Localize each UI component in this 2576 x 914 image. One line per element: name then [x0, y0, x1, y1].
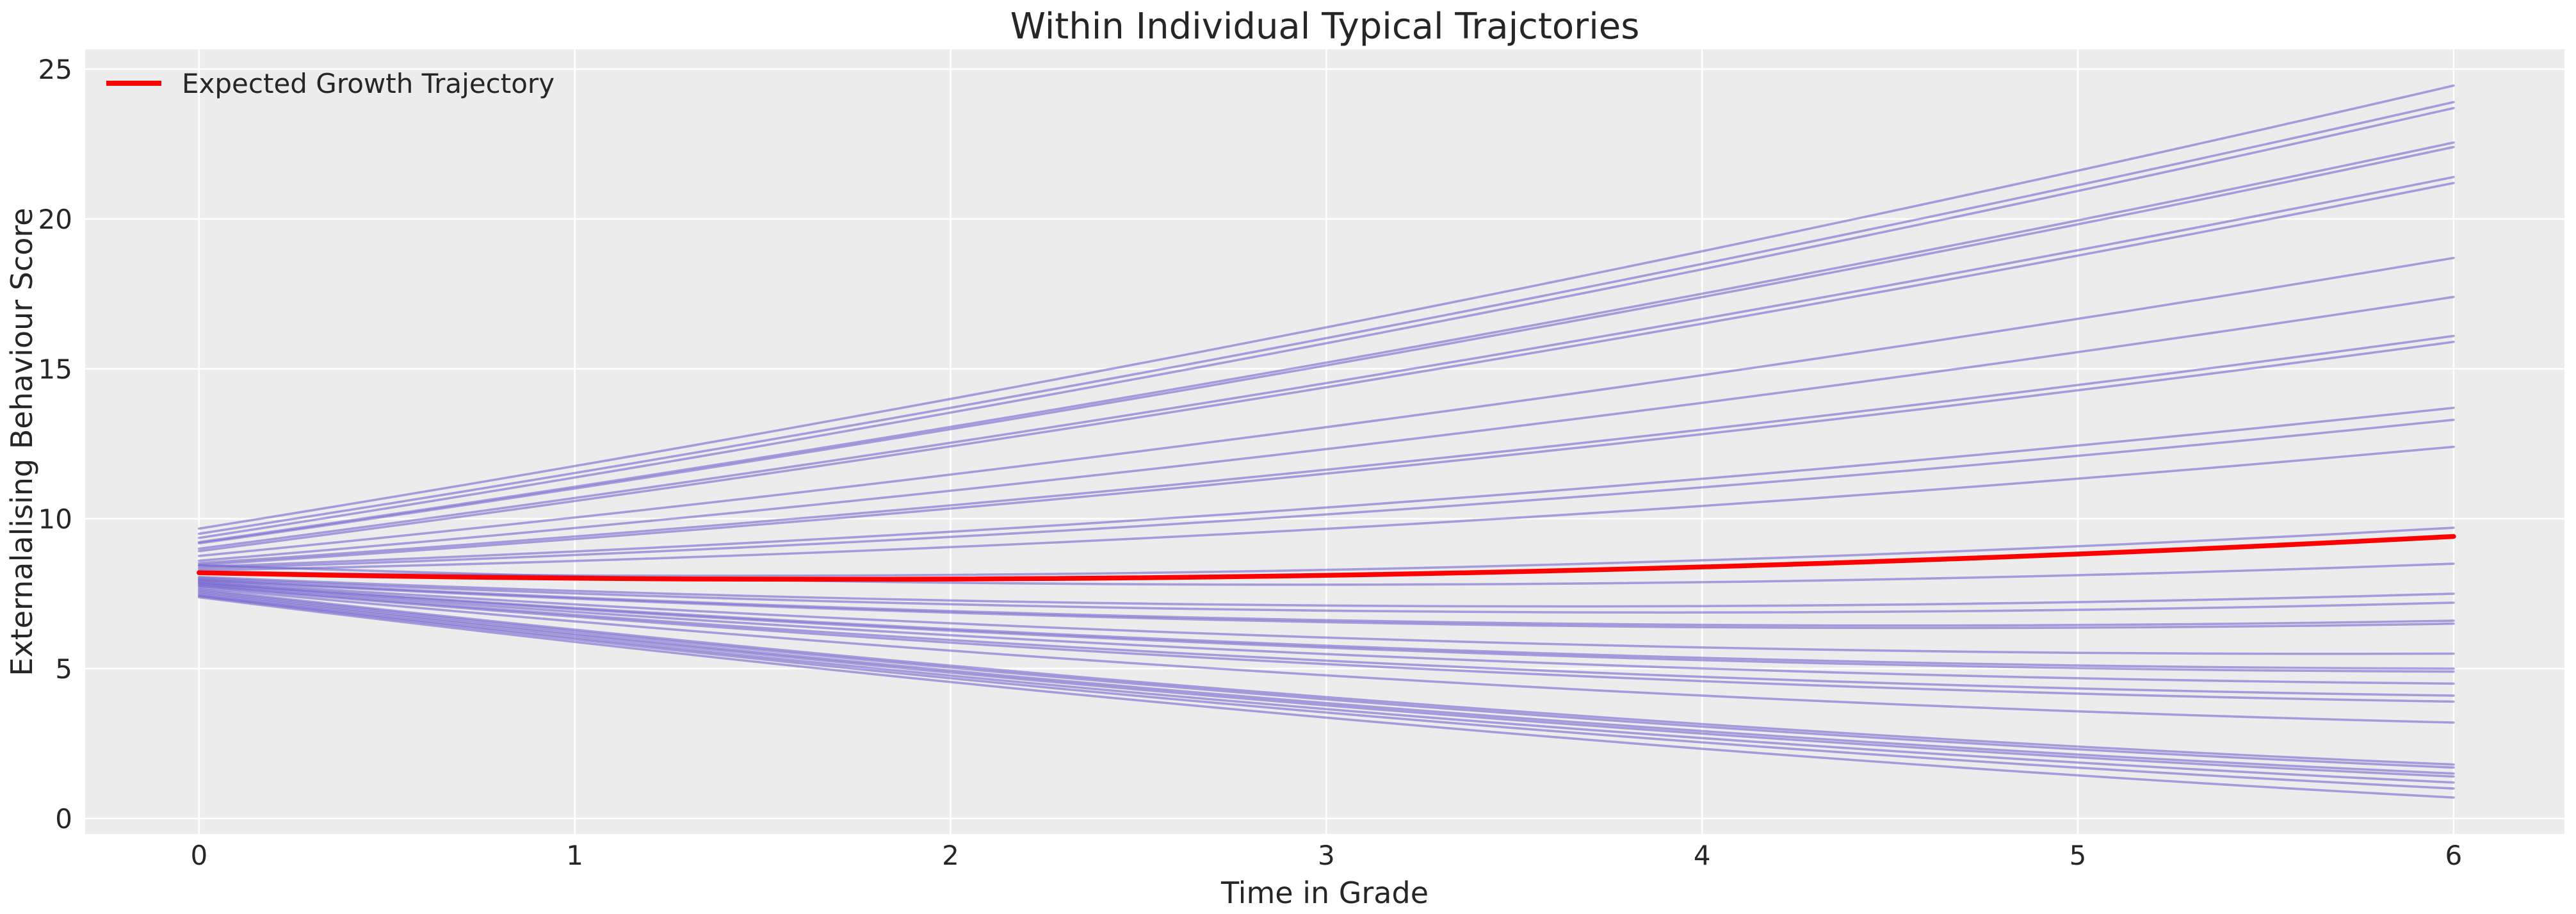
x-tick-label: 6 — [2445, 840, 2463, 871]
individual-trajectory-line — [198, 594, 2455, 784]
x-tick-label: 1 — [566, 840, 583, 871]
individual-trajectory-line — [198, 84, 2455, 530]
expected-trajectory-layer — [197, 534, 2456, 582]
individual-trajectory-line — [198, 406, 2455, 568]
individual-trajectory-line — [198, 588, 2455, 766]
individual-trajectory-line — [198, 106, 2455, 539]
individual-trajectory-line — [198, 418, 2455, 570]
individual-trajectory-line — [198, 101, 2455, 535]
individual-trajectory-line — [198, 181, 2455, 553]
y-tick-label: 25 — [38, 54, 72, 85]
individual-trajectory-line — [198, 592, 2455, 778]
individual-trajectory-line — [198, 583, 2455, 685]
x-tick-label: 2 — [942, 840, 959, 871]
legend-label: Expected Growth Trajectory — [182, 68, 555, 99]
individual-trajectory-line — [198, 340, 2455, 566]
individual-trajectory-line — [198, 575, 2455, 608]
individual-trajectory-line — [198, 334, 2455, 564]
individual-trajectory-line — [198, 586, 2455, 724]
individual-trajectory-line — [198, 583, 2455, 697]
x-tick-label: 4 — [1694, 840, 1711, 871]
individual-trajectories-layer — [198, 84, 2455, 799]
individual-trajectory-line — [198, 591, 2455, 775]
y-tick-label: 5 — [55, 653, 72, 685]
legend: Expected Growth Trajectory — [106, 68, 555, 99]
y-tick-label: 15 — [38, 354, 72, 385]
individual-trajectory-line — [198, 581, 2455, 670]
individual-trajectory-line — [198, 445, 2455, 572]
individual-trajectory-line — [198, 594, 2455, 790]
individual-trajectory-line — [198, 579, 2455, 630]
individual-trajectory-line — [198, 576, 2455, 614]
individual-trajectory-line — [198, 580, 2455, 655]
y-tick-label: 0 — [55, 803, 72, 835]
individual-trajectory-line — [198, 596, 2455, 799]
x-tick-label: 5 — [2070, 840, 2087, 871]
y-tick-label: 20 — [38, 204, 72, 235]
individual-trajectory-line — [198, 295, 2455, 562]
individual-trajectory-line — [198, 589, 2455, 769]
expected-trajectory-line — [197, 534, 2456, 582]
chart-title: Within Individual Typical Trajctories — [1010, 6, 1640, 47]
individual-trajectory-line — [198, 175, 2455, 550]
individual-trajectory-line — [198, 578, 2455, 627]
x-tick-label: 0 — [190, 840, 207, 871]
x-axis-label: Time in Grade — [1220, 876, 1429, 910]
x-tick-label: 3 — [1318, 840, 1335, 871]
y-tick-label: 10 — [38, 503, 72, 535]
tick-labels-layer: 0 1 2 3 4 5 6 0 5 10 15 20 25 — [38, 54, 2463, 871]
individual-trajectory-line — [198, 582, 2455, 673]
individual-trajectory-line — [198, 141, 2455, 544]
individual-trajectory-line — [198, 585, 2455, 703]
y-axis-label: Externalalising Behaviour Score — [4, 208, 39, 676]
individual-trajectory-line — [198, 256, 2455, 557]
grid-layer — [85, 49, 2564, 834]
individual-trajectory-line — [198, 145, 2455, 545]
